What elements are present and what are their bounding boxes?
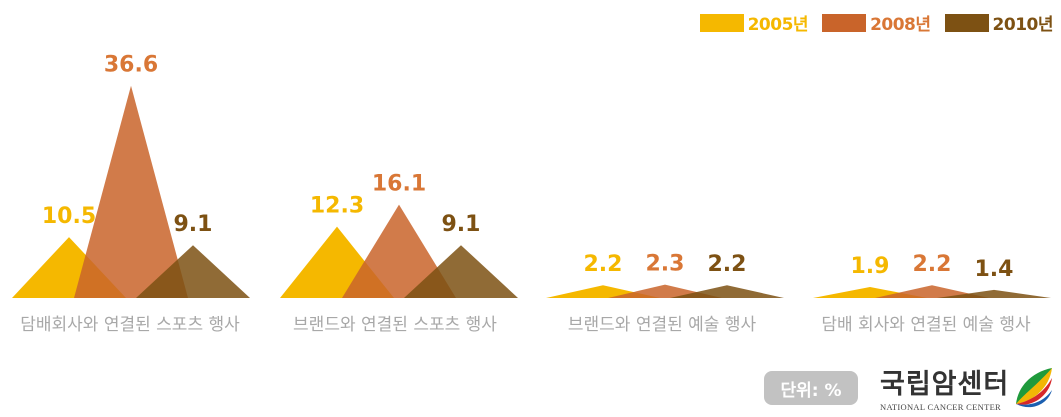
bar-2010-cat1 bbox=[136, 245, 250, 298]
category-group-4: 1.9 2.2 1.4 담배 회사와 연결된 예술 행사 bbox=[813, 252, 1051, 335]
category-label-2: 브랜드와 연결된 스포츠 행사 bbox=[293, 315, 497, 335]
bar-2008-cat2 bbox=[342, 204, 456, 298]
data-label-2008-cat2: 16.1 bbox=[372, 172, 426, 197]
data-label-2008-cat4: 2.2 bbox=[913, 252, 952, 277]
category-group-2: 12.3 16.1 9.1 브랜드와 연결된 스포츠 행사 bbox=[280, 172, 518, 335]
category-group-3: 2.2 2.3 2.2 브랜드와 연결된 예술 행사 bbox=[546, 252, 784, 335]
data-label-2005-cat4: 1.9 bbox=[851, 254, 890, 279]
legend-item-2005: 2005년 bbox=[699, 10, 809, 35]
category-label-1: 담배회사와 연결된 스포츠 행사 bbox=[20, 315, 240, 335]
bar-2010-cat2 bbox=[404, 245, 518, 298]
chart-legend: 2005년 2008년 2010년 bbox=[699, 10, 1054, 35]
legend-label-2005: 2005년 bbox=[747, 15, 809, 35]
data-label-2010-cat1: 9.1 bbox=[174, 212, 213, 237]
data-label-2010-cat4: 1.4 bbox=[975, 257, 1014, 282]
bar-2008-cat1 bbox=[74, 85, 188, 298]
data-label-2010-cat2: 9.1 bbox=[442, 212, 481, 237]
legend-item-2010: 2010년 bbox=[944, 10, 1054, 35]
bar-2010-cat4 bbox=[937, 289, 1051, 298]
national-cancer-center-logo: 국립암센터 NATIONAL CANCER CENTER bbox=[874, 362, 1059, 414]
data-label-2010-cat3: 2.2 bbox=[708, 252, 747, 277]
legend-swatch-2005 bbox=[699, 13, 744, 32]
logo-name-korean: 국립암센터 bbox=[880, 369, 1010, 400]
legend-label-2010: 2010년 bbox=[992, 15, 1054, 35]
category-group-1: 10.5 36.6 9.1 담배회사와 연결된 스포츠 행사 bbox=[12, 53, 250, 335]
unit-badge: 단위: % bbox=[764, 371, 858, 405]
bar-2010-cat3 bbox=[670, 285, 784, 298]
data-label-2005-cat1: 10.5 bbox=[42, 204, 96, 229]
data-label-2008-cat1: 36.6 bbox=[104, 53, 158, 78]
category-label-4: 담배 회사와 연결된 예술 행사 bbox=[821, 315, 1031, 335]
ncc-leaf-logo-icon bbox=[1016, 368, 1052, 408]
data-label-2008-cat3: 2.3 bbox=[646, 252, 685, 277]
logo-name-english: NATIONAL CANCER CENTER bbox=[880, 402, 1002, 412]
category-label-3: 브랜드와 연결된 예술 행사 bbox=[568, 315, 757, 335]
legend-swatch-2008 bbox=[822, 13, 867, 32]
legend-label-2008: 2008년 bbox=[870, 15, 931, 35]
data-label-2005-cat2: 12.3 bbox=[310, 194, 364, 219]
legend-swatch-2010 bbox=[944, 13, 989, 32]
legend-item-2008: 2008년 bbox=[822, 10, 931, 35]
data-label-2005-cat3: 2.2 bbox=[584, 252, 623, 277]
